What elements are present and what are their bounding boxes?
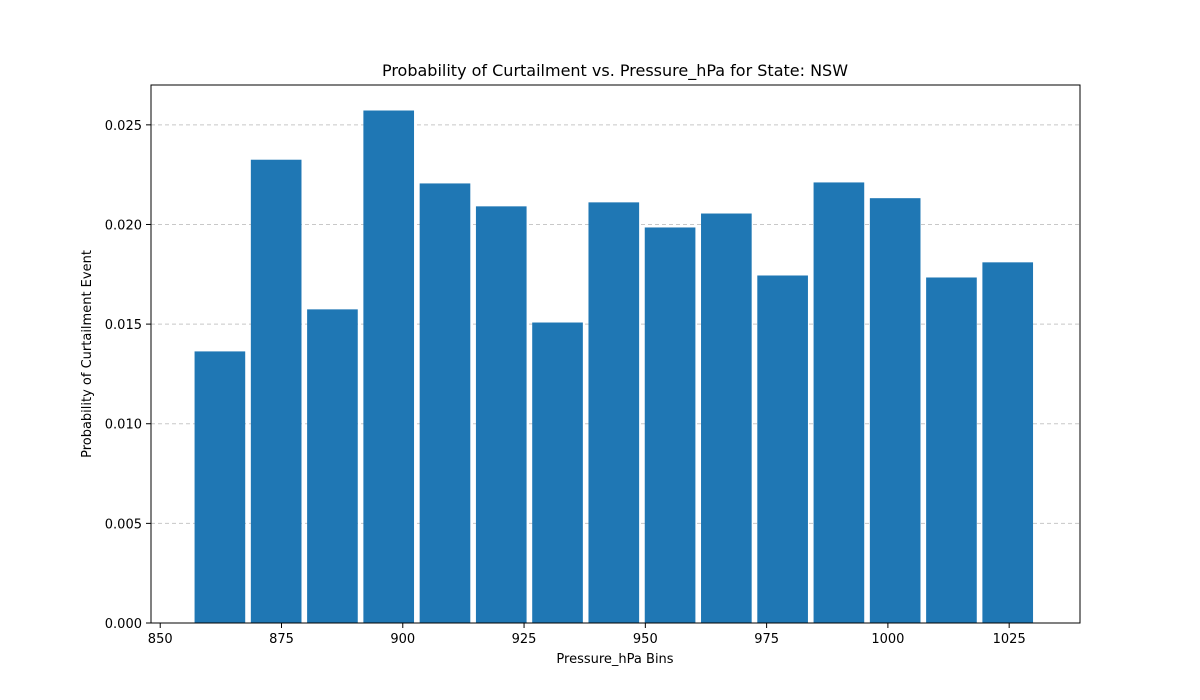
- x-tick-label: 850: [148, 632, 173, 647]
- chart-title: Probability of Curtailment vs. Pressure_…: [382, 61, 848, 81]
- bar: [869, 198, 921, 623]
- x-tick-label: 875: [269, 632, 294, 647]
- bar: [419, 183, 471, 623]
- bar: [701, 213, 752, 623]
- x-tick-label: 975: [754, 632, 779, 647]
- x-tick-label: 950: [633, 632, 658, 647]
- bar: [475, 206, 527, 624]
- bar: [588, 202, 640, 623]
- plot-frame: [150, 84, 1081, 624]
- bar: [307, 309, 358, 623]
- x-axis-ticks: 850 875 900 925 950 975 1000 1025: [148, 623, 1026, 647]
- bar: [813, 182, 865, 623]
- x-axis-title: Pressure_hPa Bins: [556, 652, 673, 667]
- y-tick-label: 0.025: [105, 119, 142, 134]
- bar: [250, 159, 302, 623]
- bar: [926, 277, 977, 623]
- x-tick-label: 925: [512, 632, 537, 647]
- x-tick-label: 1025: [993, 632, 1026, 647]
- y-tick-label: 0.015: [105, 318, 142, 333]
- bar: [363, 110, 415, 623]
- y-tick-label: 0.000: [105, 617, 142, 632]
- bar: [194, 351, 246, 623]
- y-tick-label: 0.005: [105, 517, 142, 532]
- x-tick-label: 900: [390, 632, 415, 647]
- bar: [757, 275, 808, 623]
- x-tick-label: 1000: [871, 632, 904, 647]
- bar: [982, 262, 1034, 623]
- bars: [194, 110, 1034, 624]
- bar: [532, 322, 583, 623]
- y-axis-ticks: 0.000 0.005 0.010 0.015 0.020 0.025: [105, 119, 151, 632]
- y-tick-label: 0.020: [105, 218, 142, 233]
- bar: [644, 227, 696, 623]
- y-axis-title: Probability of Curtailment Event: [80, 250, 95, 458]
- y-tick-label: 0.010: [105, 418, 142, 433]
